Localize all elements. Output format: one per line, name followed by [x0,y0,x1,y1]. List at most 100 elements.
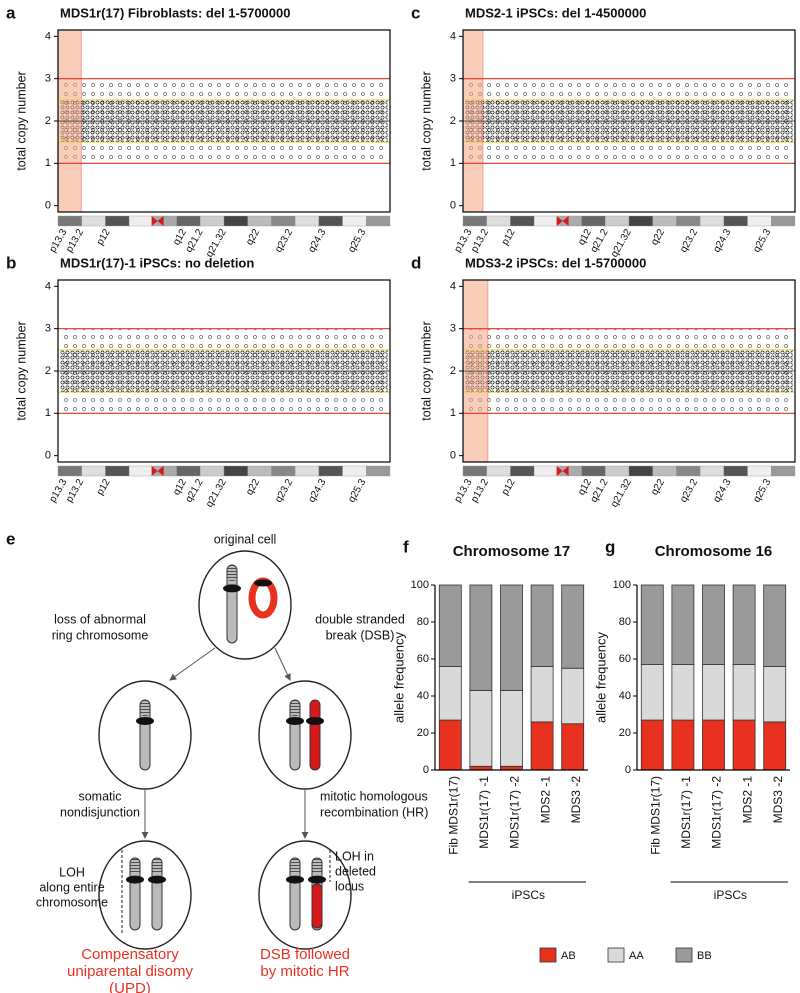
panel-title: MDS1r(17) Fibroblasts: del 1-5700000 [60,5,290,20]
bar-segment [438,584,462,667]
cytoband [57,215,82,227]
bar-segment [561,723,585,771]
y-tick-label: 2 [45,115,51,127]
cytoband [247,465,272,477]
y-tick-label: 20 [619,727,631,739]
bar-segment [702,584,725,665]
diagram-text: somatic [78,789,121,803]
red-segment [311,883,323,929]
diagram-text: LOH [59,865,85,879]
centromere [556,466,569,476]
cytoband [581,215,606,227]
y-tick-label: 1 [450,157,456,169]
bar-segment [732,719,756,771]
cytoband [176,215,201,227]
band-label: p13.2 [469,477,491,505]
cytoband [771,465,796,477]
ring-mark [254,579,272,587]
y-tick-label: 0 [45,450,51,462]
legend-swatch [607,947,625,963]
centromere [126,875,144,884]
cytoband [200,215,225,227]
x-tick-label: MDS2 -1 [740,776,754,824]
x-tick-label: MDS1r(17) -1 [679,776,693,849]
chromosome-tip [290,858,300,874]
legend-label: AB [561,950,576,962]
diagram-text: along entire [39,880,104,894]
bar-segment [438,719,462,771]
y-tick-label: 3 [450,323,456,335]
y-tick-label: 0 [450,200,456,212]
band-label: p13.2 [64,477,86,505]
diagram-text: recombination (HR) [320,805,428,819]
cytoband [342,215,367,227]
bar-segment [763,584,787,667]
y-tick-label: 3 [45,73,51,85]
bar-segment [640,664,664,721]
cytoband [342,465,367,477]
cytoband [366,215,391,227]
band-label: q21.32 [204,477,229,509]
bar-segment [702,664,725,721]
chart-title: Chromosome 17 [453,543,571,560]
y-axis-label: total copy number [419,71,433,170]
band-label: q25.3 [751,477,773,505]
y-tick-label: 0 [45,200,51,212]
diagram-text: original cell [214,532,277,546]
band-label: q23.2 [678,227,700,255]
cytoband [318,215,343,227]
cytoband [747,215,772,227]
cytoband [223,465,248,477]
centromere [306,717,324,725]
band-label: q22 [649,227,667,247]
cell [198,550,292,660]
band-label: q22 [244,227,262,247]
y-tick-label: 0 [450,450,456,462]
y-tick-label: 60 [417,653,429,665]
cytoband [294,215,320,227]
cytoband [676,465,701,477]
y-axis-label: total copy number [419,321,433,420]
diagram-text: by mitotic HR [260,963,349,980]
bar-segment [469,584,493,691]
y-tick-label: 80 [417,616,429,628]
y-axis-label: allele frequency [593,631,608,723]
cytoband [628,215,653,227]
bar-segment [530,666,554,723]
cytoband [294,465,320,477]
diagram-text: mitotic homologous [320,789,428,803]
y-tick-label: 2 [450,115,456,127]
diagram-text: chromosome [36,895,108,909]
band-label: p12 [95,477,113,497]
panel-letter: f [403,537,409,556]
legend-label: BB [697,950,712,962]
cytoband [747,465,772,477]
y-tick-label: 2 [450,365,456,377]
cytoband [128,465,154,477]
y-tick-label: 4 [450,280,456,292]
x-tick-label: MDS1r(17) -2 [508,776,522,849]
band-label: q22 [649,477,667,497]
band-label: q25.3 [346,477,368,505]
cell [98,840,192,950]
bar-segment [732,584,756,665]
chromosome-tip [312,858,322,874]
band-label: q21.2 [589,227,611,255]
band-label: q21.2 [589,477,611,505]
bar-segment [732,664,756,721]
cytoband [105,465,130,477]
cytoband [247,215,272,227]
chart-title: Chromosome 16 [655,543,773,560]
legend-swatch [539,947,557,963]
diagram-text: loss of abnormal [54,612,146,626]
x-tick-label: Fib MDS1r(17) [648,776,662,855]
bar-segment [500,690,523,767]
y-tick-label: 4 [450,30,456,42]
cytoband [652,465,677,477]
centromere [136,717,154,725]
bar-segment [671,719,695,771]
cytoband [462,465,487,477]
bar-segment [702,719,725,771]
panel-title: MDS1r(17)-1 iPSCs: no deletion [60,255,254,270]
diagram-text: (UPD) [109,980,151,993]
